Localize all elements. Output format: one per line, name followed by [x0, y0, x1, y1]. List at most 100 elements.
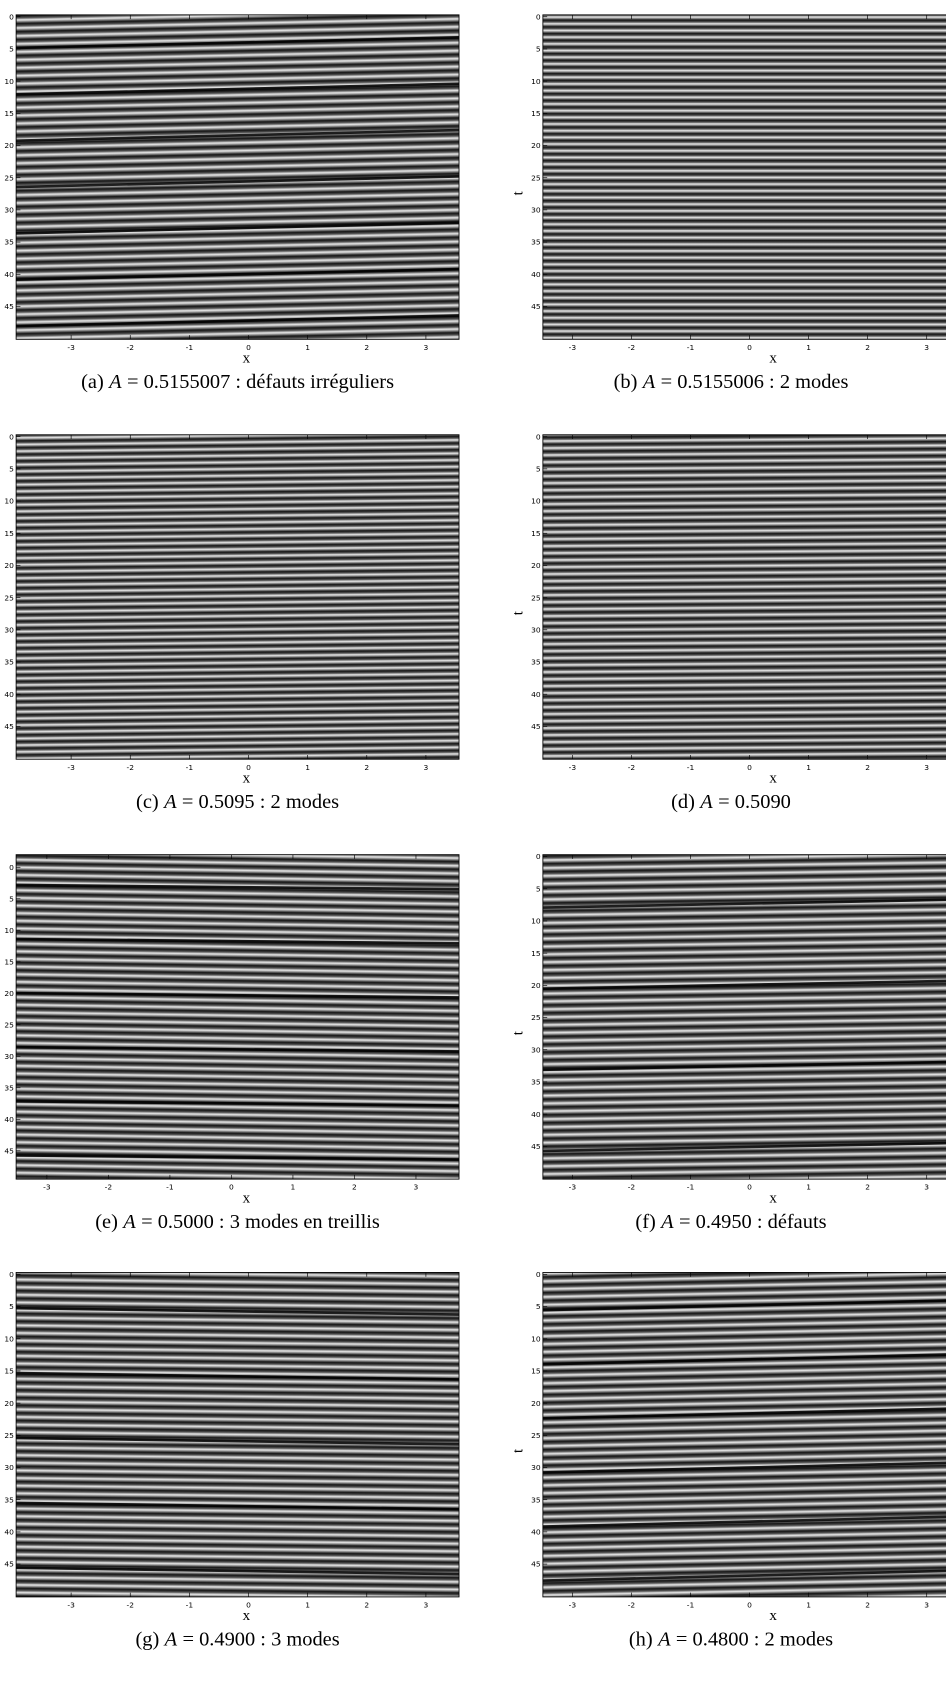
- x-tick-label: 3: [424, 763, 429, 772]
- y-tick-label: 35: [531, 658, 541, 667]
- x-tick-label: -1: [186, 1601, 194, 1610]
- y-tick-label: 40: [531, 690, 541, 699]
- x-tick-label: 1: [806, 763, 811, 772]
- caption: (d)A= 0.5090: [671, 791, 791, 813]
- y-axis-label: t: [510, 190, 526, 195]
- x-tick-label: 1: [806, 1183, 811, 1192]
- figure: -3-2-10123051015202530354045xt(a)A= 0.51…: [0, 0, 946, 1686]
- caption: (b)A= 0.5155006 : 2 modes: [614, 371, 849, 393]
- x-tick-label: 3: [424, 1601, 429, 1610]
- y-tick-label: 20: [531, 561, 541, 570]
- y-tick-label: 0: [536, 12, 541, 21]
- x-tick-label: 2: [364, 343, 369, 352]
- y-tick-label: 40: [531, 270, 541, 279]
- y-tick-label: 0: [9, 12, 14, 21]
- x-tick-label: -3: [43, 1183, 51, 1192]
- panel: -3-2-10123051015202530354045xt(a)A= 0.51…: [0, 0, 513, 393]
- y-tick-label: 5: [9, 45, 14, 54]
- x-tick-label: -2: [126, 763, 134, 772]
- x-tick-label: 1: [806, 343, 811, 352]
- y-tick-label: 40: [531, 1110, 541, 1119]
- y-tick-label: 10: [531, 917, 541, 926]
- y-tick-label: 5: [536, 45, 541, 54]
- pattern-image: [489, 382, 946, 813]
- y-tick-label: 25: [4, 1431, 14, 1440]
- x-tick-label: 0: [229, 1183, 234, 1192]
- y-tick-label: 25: [531, 1431, 541, 1440]
- y-tick-label: 30: [4, 1463, 14, 1472]
- caption: (f)A= 0.4950 : défauts: [635, 1211, 826, 1233]
- stripes: [489, 1219, 946, 1650]
- y-tick-label: 45: [4, 1146, 14, 1155]
- x-tick-label: -2: [105, 1183, 113, 1192]
- x-axis-label: x: [243, 771, 251, 787]
- stripes: [0, 382, 513, 813]
- pattern-image: [489, 802, 946, 1233]
- y-axis-label: t: [510, 1448, 526, 1453]
- x-tick-label: 2: [364, 763, 369, 772]
- x-tick-label: -2: [628, 343, 636, 352]
- y-tick-label: 20: [531, 981, 541, 990]
- caption-symbol: A: [121, 1211, 136, 1233]
- x-tick-label: -1: [687, 343, 695, 352]
- y-tick-label: 20: [531, 141, 541, 150]
- pattern-image: [0, 802, 513, 1233]
- y-tick-label: 30: [4, 626, 14, 635]
- x-tick-label: 2: [352, 1183, 357, 1192]
- y-axis-label: t: [510, 1030, 526, 1035]
- caption: (e)A= 0.5000 : 3 modes en treillis: [95, 1211, 380, 1233]
- caption: (g)A= 0.4900 : 3 modes: [135, 1629, 339, 1651]
- caption: (a)A= 0.5155007 : défauts irréguliers: [81, 371, 394, 393]
- y-tick-label: 15: [4, 957, 14, 966]
- panel: -3-2-10123051015202530354045xt(h)A= 0.48…: [489, 1219, 946, 1650]
- y-tick-label: 15: [531, 1367, 541, 1376]
- y-tick-label: 5: [536, 884, 541, 893]
- caption-text: = 0.5155007 : défauts irréguliers: [127, 371, 394, 393]
- y-tick-label: 20: [4, 1399, 14, 1408]
- x-tick-label: -3: [569, 1183, 577, 1192]
- y-tick-label: 10: [531, 497, 541, 506]
- x-tick-label: -1: [166, 1183, 174, 1192]
- x-tick-label: 2: [865, 343, 870, 352]
- y-tick-label: 0: [536, 852, 541, 861]
- x-axis-label: x: [769, 771, 777, 787]
- caption-tag: (a): [81, 371, 104, 393]
- y-tick-label: 35: [4, 1083, 14, 1092]
- caption-symbol: A: [659, 1211, 674, 1233]
- stripes: [489, 0, 946, 392]
- x-tick-label: 3: [414, 1183, 419, 1192]
- x-tick-label: -3: [569, 343, 577, 352]
- x-tick-label: 0: [747, 763, 752, 772]
- y-tick-label: 30: [531, 1045, 541, 1054]
- caption: (c)A= 0.5095 : 2 modes: [136, 791, 339, 813]
- x-tick-label: 2: [364, 1601, 369, 1610]
- y-tick-label: 35: [4, 238, 14, 247]
- x-tick-label: 1: [305, 343, 310, 352]
- y-tick-label: 0: [536, 432, 541, 441]
- y-tick-label: 40: [4, 270, 14, 279]
- caption-symbol: A: [163, 1629, 178, 1651]
- x-axis-label: x: [769, 1191, 777, 1207]
- x-tick-label: 0: [747, 343, 752, 352]
- y-tick-label: 35: [531, 1078, 541, 1087]
- pattern-image: [0, 1219, 513, 1650]
- x-tick-label: 2: [865, 763, 870, 772]
- x-tick-label: -1: [687, 763, 695, 772]
- y-tick-label: 10: [531, 77, 541, 86]
- y-tick-label: 10: [4, 77, 14, 86]
- y-tick-label: 25: [4, 593, 14, 602]
- y-tick-label: 15: [531, 529, 541, 538]
- y-tick-label: 15: [4, 1367, 14, 1376]
- y-tick-label: 25: [531, 1013, 541, 1022]
- y-tick-label: 5: [9, 465, 14, 474]
- stripes: [0, 802, 513, 1233]
- x-tick-label: -3: [67, 763, 75, 772]
- x-tick-label: -3: [67, 1601, 75, 1610]
- y-tick-label: 25: [4, 1020, 14, 1029]
- y-tick-label: 45: [4, 722, 14, 731]
- y-tick-label: 15: [4, 529, 14, 538]
- x-tick-label: -3: [569, 1601, 577, 1610]
- caption-symbol: A: [698, 791, 713, 813]
- y-tick-label: 20: [4, 561, 14, 570]
